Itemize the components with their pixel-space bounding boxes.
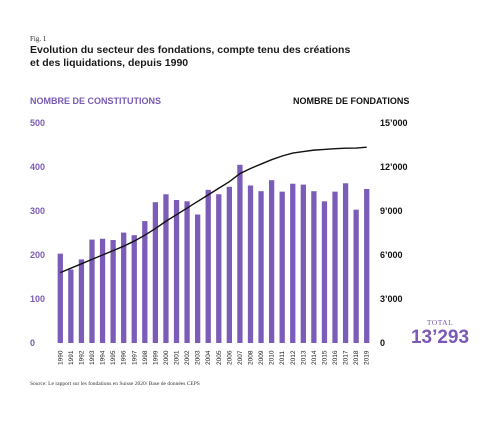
x-tick-label: 2003: [195, 350, 202, 365]
x-tick-label: 2017: [343, 350, 350, 365]
right-tick-label: 0: [380, 338, 385, 348]
right-tick-label: 3’000: [380, 294, 403, 304]
line-series: [60, 146, 367, 274]
bar: [78, 259, 85, 343]
x-tick-label: 1992: [78, 350, 85, 365]
left-tick-label: 300: [30, 206, 45, 216]
bar: [353, 209, 359, 343]
fondations-line: [60, 146, 367, 274]
bar: [258, 191, 264, 343]
x-tick-label: 2007: [237, 350, 244, 365]
bar-series: [57, 164, 370, 343]
x-tick-label: 1991: [68, 350, 75, 365]
bar: [290, 183, 296, 343]
x-tick-label: 2004: [205, 350, 212, 365]
x-tick-label: 2002: [184, 350, 191, 365]
bar: [216, 194, 222, 343]
x-tick-label: 1999: [152, 350, 159, 365]
x-tick-label: 2001: [174, 350, 181, 365]
bar: [184, 201, 190, 343]
bar: [247, 185, 254, 343]
bar: [121, 232, 127, 343]
bar: [131, 235, 137, 343]
bar: [205, 189, 211, 343]
bar: [268, 180, 275, 343]
total-value: 13’293: [410, 327, 470, 348]
x-tick-label: 2011: [279, 351, 286, 365]
right-tick-label: 6’000: [380, 250, 403, 260]
x-tick-label: 2013: [300, 350, 307, 365]
x-tick-label: 2012: [290, 350, 297, 365]
x-tick-label: 1997: [131, 350, 138, 365]
chart-title: Evolution du secteur des fondations, com…: [30, 44, 351, 69]
bar: [195, 214, 201, 343]
right-axis-ticks: 0 3’000 6’000 9’000 12’000 15’000: [380, 118, 408, 348]
bar: [173, 200, 180, 343]
left-tick-label: 400: [30, 162, 45, 172]
bar: [142, 221, 148, 343]
left-tick-label: 200: [30, 250, 45, 260]
x-axis-ticks: 1990 1991 1992 1993 1994 1995 1996 1997 1998 1999…: [57, 350, 370, 365]
right-tick-label: 15’000: [380, 118, 408, 128]
bar: [152, 202, 159, 343]
bar: [163, 194, 169, 343]
total-label: TOTAL: [426, 318, 454, 327]
bar: [311, 191, 317, 343]
source-note: Source: Le rapport sur les fondations en…: [30, 381, 200, 387]
left-tick-label: 100: [30, 294, 45, 304]
bar: [342, 183, 349, 343]
left-tick-label: 0: [30, 338, 35, 348]
left-axis-ticks: 0 100 200 300 400 500: [30, 118, 45, 348]
bar: [57, 253, 63, 343]
x-tick-label: 2009: [258, 350, 265, 365]
bar: [364, 189, 370, 343]
x-tick-label: 2005: [216, 350, 223, 365]
x-tick-label: 2008: [247, 350, 254, 365]
x-tick-label: 1990: [57, 350, 64, 365]
x-tick-label: 2014: [311, 350, 318, 365]
x-tick-label: 2006: [226, 350, 233, 365]
x-tick-label: 2000: [163, 350, 170, 365]
x-tick-label: 1993: [89, 350, 96, 365]
bar: [237, 164, 243, 343]
bar: [226, 186, 232, 343]
right-tick-label: 12’000: [380, 162, 408, 172]
x-tick-label: 2019: [364, 350, 371, 365]
right-axis-title: NOMBRE DE FONDATIONS: [293, 96, 410, 106]
left-axis-title: NOMBRE DE CONSTITUTIONS: [30, 96, 162, 106]
x-tick-label: 1998: [142, 350, 149, 365]
bar: [321, 201, 328, 343]
left-tick-label: 500: [30, 118, 45, 128]
right-tick-label: 9’000: [380, 206, 403, 216]
x-tick-label: 1995: [110, 350, 117, 365]
bar: [68, 269, 74, 343]
bar: [89, 239, 95, 343]
bar: [110, 240, 116, 343]
bar: [279, 191, 285, 343]
bar: [99, 238, 106, 343]
bar: [300, 184, 306, 343]
x-tick-label: 2016: [332, 350, 339, 365]
bar: [332, 191, 338, 343]
x-tick-label: 1996: [121, 350, 128, 365]
x-tick-label: 1994: [100, 350, 107, 365]
figure-label: Fig. 1: [30, 35, 47, 43]
x-tick-label: 2010: [269, 350, 276, 365]
x-tick-label: 2015: [321, 350, 328, 365]
x-tick-label: 2018: [353, 350, 360, 365]
